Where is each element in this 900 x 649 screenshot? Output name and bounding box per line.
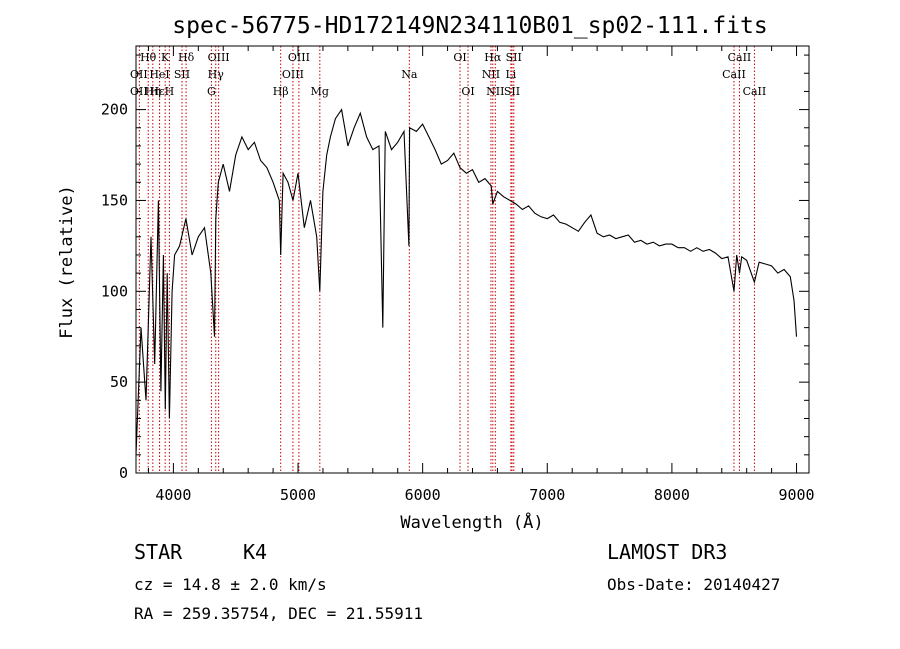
line-label-mids-3: Hγ	[208, 68, 225, 81]
line-label-tops-8: CaII	[728, 51, 752, 64]
line-label-tops-7: SII	[506, 51, 522, 64]
line-label-lows-3: G	[207, 85, 216, 98]
ra-dec: RA = 259.35754, DEC = 21.55911	[134, 604, 423, 623]
line-label-mids-2: SII	[174, 68, 190, 81]
line-label-tops-6: Hα	[484, 51, 502, 64]
y-tick-label-1: 50	[110, 373, 128, 391]
line-label-mids-6: NII	[482, 68, 500, 81]
x-tick-label-5: 9000	[778, 486, 814, 504]
line-label-lows-9: CaII	[743, 85, 767, 98]
y-tick-label-3: 150	[101, 191, 128, 209]
object-class: STAR	[134, 540, 183, 564]
chart-title: spec-56775-HD172149N234110B01_sp02-111.f…	[172, 13, 767, 39]
obs-date: Obs-Date: 20140427	[607, 575, 781, 594]
line-label-lows-6: OI	[461, 85, 474, 98]
x-tick-label-1: 5000	[280, 486, 316, 504]
x-tick-label-2: 6000	[405, 486, 441, 504]
y-tick-label-4: 200	[101, 101, 128, 119]
line-label-tops-0: Hθ	[140, 51, 157, 64]
object-subclass: K4	[243, 540, 268, 564]
x-axis-label: Wavelength (Å)	[400, 511, 543, 533]
line-label-lows-5: Mg	[311, 85, 329, 98]
line-label-mids-4: OIII	[282, 68, 304, 81]
x-tick-label-3: 7000	[529, 486, 565, 504]
spectral-line-markers	[138, 46, 755, 473]
x-tick-label-0: 4000	[155, 486, 191, 504]
line-label-lows-8: SII	[504, 85, 520, 98]
line-label-mids-5: Na	[401, 68, 418, 81]
line-label-bottoms-0: Hε	[150, 85, 166, 98]
line-label-mids-8: CaII	[722, 68, 746, 81]
line-label-tops-4: OIII	[288, 51, 310, 64]
line-label-tops-1: K	[161, 51, 170, 64]
line-label-lows-1: Hη	[145, 85, 161, 98]
line-label-tops-3: OIII	[208, 51, 230, 64]
line-label-mids-0: OII	[130, 68, 148, 81]
redshift-cz: cz = 14.8 ± 2.0 km/s	[134, 575, 327, 594]
line-label-lows-2: H	[165, 85, 175, 98]
spectrum-series	[135, 108, 798, 455]
y-tick-label-0: 0	[119, 464, 128, 482]
survey-name: LAMOST DR3	[607, 540, 728, 564]
line-label-lows-7: NII	[486, 85, 504, 98]
line-label-tops-5: OI	[453, 51, 466, 64]
y-axis-label: Flux (relative)	[57, 185, 77, 339]
spectral-line-labels: Hθ K Hδ OIII OIII OI Hα SII CaII OII HeI SII Hγ OIII N…	[130, 51, 766, 98]
line-label-tops-2: Hδ	[178, 51, 195, 64]
line-label-lows-4: Hβ	[273, 85, 289, 98]
axis-ticks: 4000 5000 6000 7000 8000 9000 0 50 100 150 200	[101, 46, 815, 504]
line-label-mids-1: HeI	[149, 68, 169, 81]
plot-frame	[135, 45, 810, 474]
y-tick-label-2: 100	[101, 282, 128, 300]
line-label-mids-7: Li	[505, 68, 516, 81]
x-tick-label-4: 8000	[654, 486, 690, 504]
spectrum-line	[135, 108, 798, 455]
